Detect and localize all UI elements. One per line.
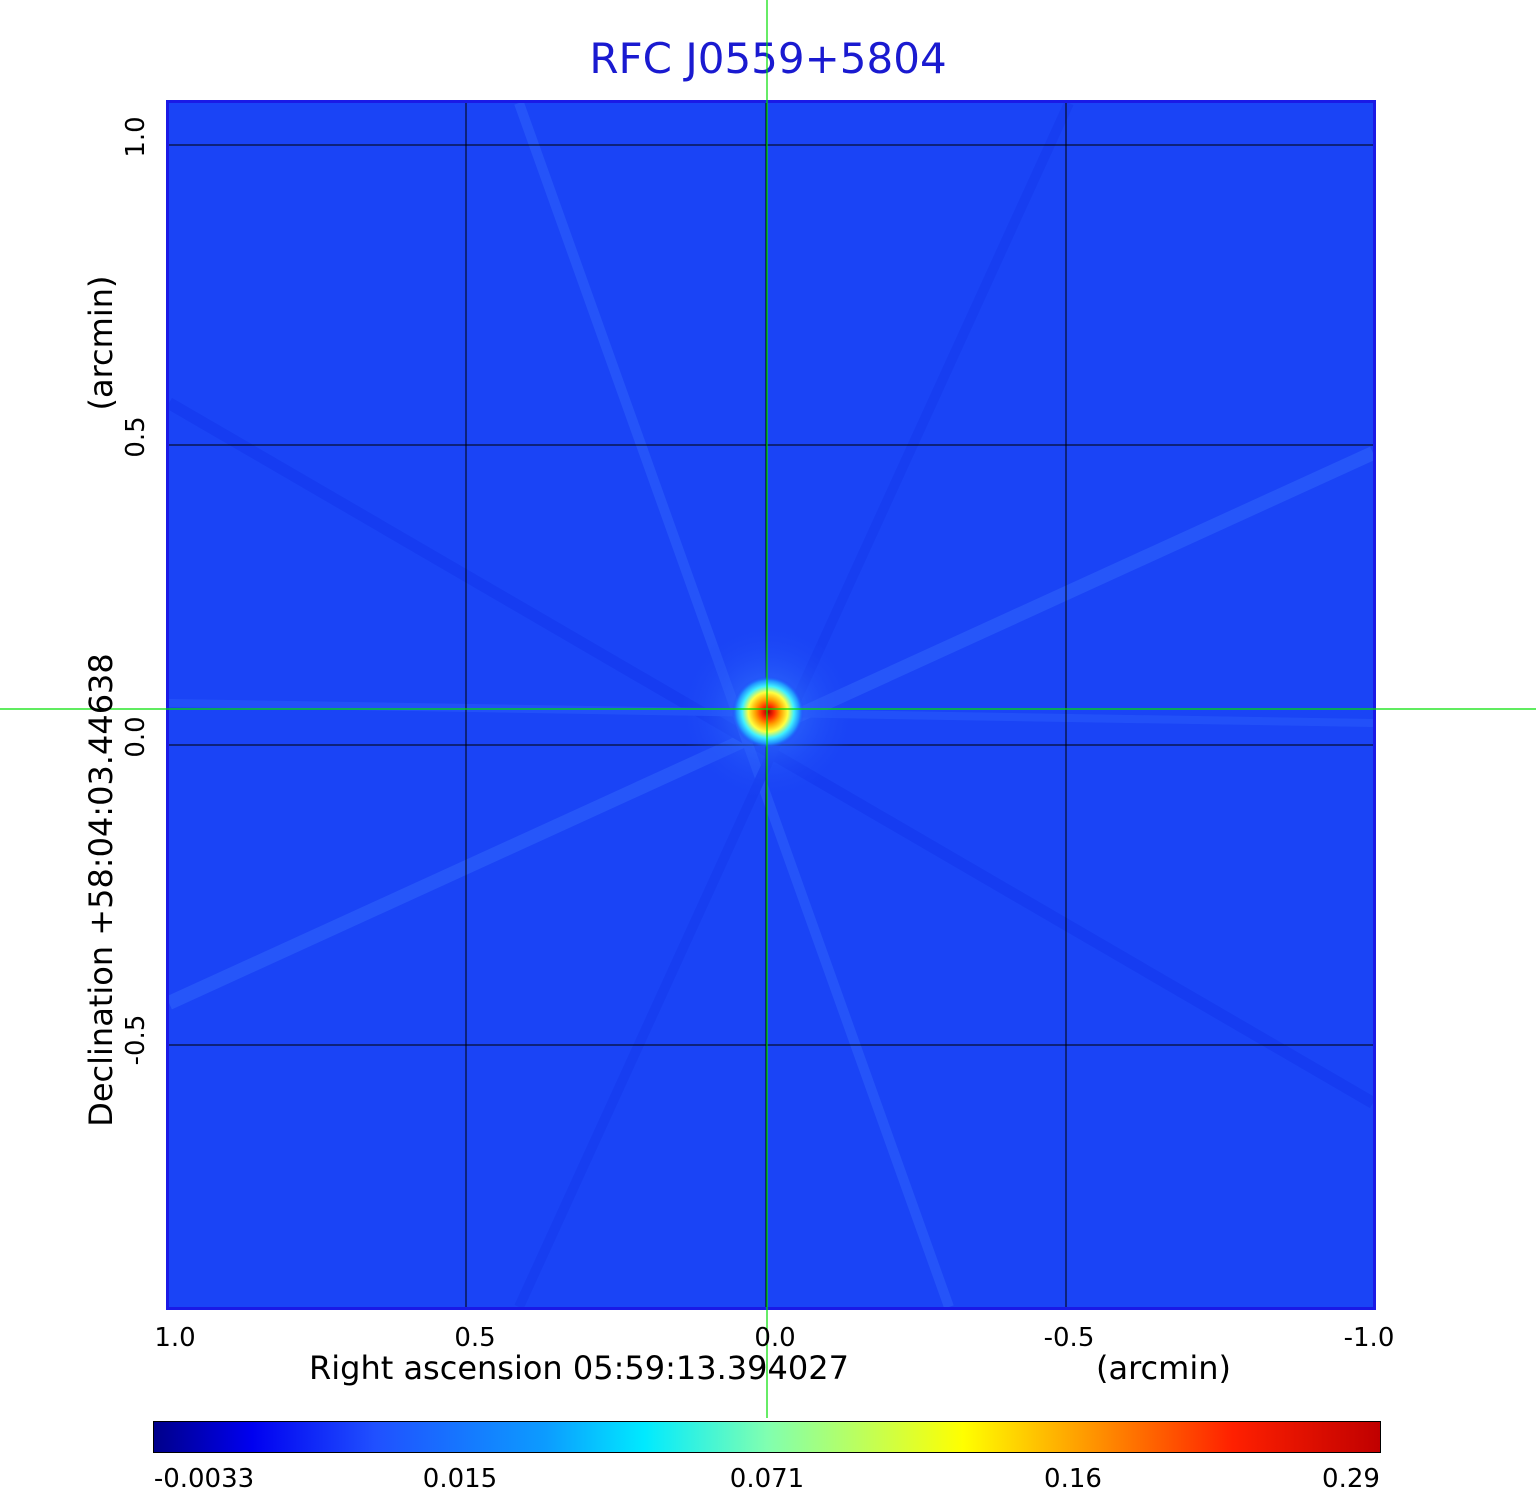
y-tick-label: 0.0 (121, 716, 151, 758)
image-title: RFC J0559+5804 (589, 34, 947, 83)
map-canvas (169, 103, 1373, 1307)
y-axis-label: Declination +58:04:03.44638 (82, 653, 120, 1127)
radio-source (732, 676, 804, 748)
x-tick-label: 1.0 (154, 1323, 196, 1353)
y-tick-label: 1.0 (121, 116, 151, 158)
radio-image-map (166, 100, 1376, 1310)
y-tick-label: -0.5 (121, 1014, 151, 1066)
colorbar (153, 1421, 1381, 1453)
x-tick-label: -0.5 (1043, 1323, 1095, 1353)
colorbar-tick-label: -0.0033 (153, 1464, 255, 1494)
y-tick-label: 0.5 (121, 416, 151, 458)
colorbar-tick-label: 0.015 (422, 1464, 498, 1494)
colorbar-tick-label: 0.29 (1322, 1464, 1380, 1494)
x-axis-unit: (arcmin) (1096, 1349, 1231, 1387)
y-axis-unit: (arcmin) (82, 275, 120, 411)
x-axis-label: Right ascension 05:59:13.394027 (309, 1349, 849, 1387)
colorbar-tick-label: 0.16 (1044, 1464, 1102, 1494)
x-tick-label: 0.5 (454, 1323, 496, 1353)
x-tick-label: -1.0 (1343, 1323, 1395, 1353)
x-tick-label: 0.0 (754, 1323, 796, 1353)
colorbar-tick-label: 0.071 (729, 1464, 805, 1494)
